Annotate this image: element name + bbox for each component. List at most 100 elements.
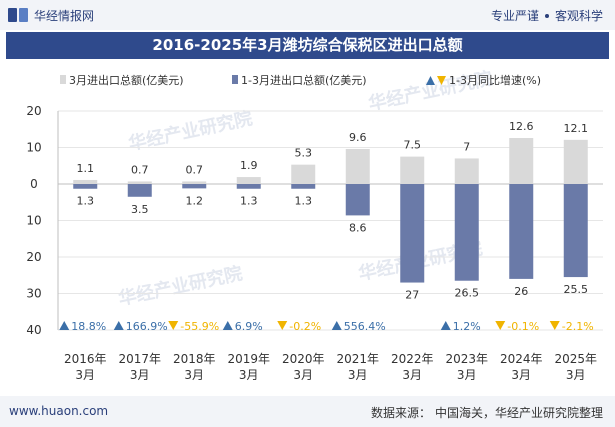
x-tick-label: 3月 — [566, 368, 586, 382]
data-label-cumulative: 3.5 — [131, 203, 149, 216]
data-label-growth: 1.2% — [453, 320, 481, 333]
source-text: 中国海关，华经产业研究院整理 — [434, 406, 603, 420]
y-tick-label: 10 — [26, 214, 41, 228]
growth-up-triangle-icon — [222, 321, 233, 330]
legend-swatch-monthly — [60, 75, 66, 84]
bar-cumulative — [291, 184, 316, 189]
source-note: 数据来源： 中国海关，华经产业研究院整理 — [371, 404, 603, 421]
data-label-monthly: 1.9 — [240, 159, 258, 172]
x-tick-label: 2019年 — [227, 352, 270, 366]
data-label-cumulative: 1.2 — [186, 194, 204, 207]
data-label-monthly: 7.5 — [404, 139, 422, 152]
logo-icon — [8, 8, 28, 22]
x-tick-label: 2017年 — [118, 352, 161, 366]
bar-cumulative — [563, 184, 588, 278]
data-label-monthly: 12.1 — [564, 122, 589, 135]
x-tick-label: 3月 — [75, 368, 95, 382]
legend-label-monthly: 3月进出口总额(亿美元) — [69, 73, 184, 87]
legend-down-triangle-icon — [437, 76, 446, 85]
slogan-right: 客观科学 — [554, 9, 603, 23]
growth-up-triangle-icon — [113, 321, 124, 330]
bar-monthly — [563, 139, 588, 184]
data-label-cumulative: 1.3 — [240, 195, 258, 208]
bar-monthly — [182, 181, 207, 184]
growth-down-triangle-icon — [495, 321, 506, 330]
data-label-growth: -2.1% — [562, 320, 594, 333]
title-bar: 2016-2025年3月潍坊综合保税区进出口总额 — [6, 32, 609, 59]
bar-cumulative — [73, 184, 98, 189]
x-tick-label: 3月 — [184, 368, 204, 382]
separator-dot — [544, 13, 549, 18]
y-tick-label: 10 — [26, 141, 41, 155]
bar-monthly — [236, 177, 261, 184]
growth-up-triangle-icon — [331, 321, 342, 330]
legend-swatch-cumulative — [232, 75, 238, 84]
data-label-cumulative: 27 — [405, 289, 419, 302]
footer-bar: www.huaon.com 数据来源： 中国海关，华经产业研究院整理 — [0, 396, 615, 427]
data-label-growth: 6.9% — [235, 320, 263, 333]
bar-monthly — [127, 181, 152, 184]
slogan: 专业严谨 客观科学 — [491, 7, 603, 24]
bar-monthly — [454, 158, 479, 184]
y-tick-label: 40 — [26, 323, 41, 337]
data-label-growth: -0.1% — [507, 320, 539, 333]
x-tick-label: 2024年 — [500, 352, 543, 366]
data-label-cumulative: 26 — [514, 285, 528, 298]
x-tick-label: 3月 — [130, 368, 150, 382]
legend-label-cumulative: 1-3月进出口总额(亿美元) — [241, 73, 367, 87]
growth-down-triangle-icon — [168, 321, 179, 330]
bar-monthly — [291, 164, 316, 184]
data-label-cumulative: 25.5 — [564, 283, 589, 296]
site-url: www.huaon.com — [9, 404, 109, 418]
data-label-monthly: 9.6 — [349, 131, 367, 144]
data-label-monthly: 5.3 — [295, 147, 313, 160]
x-tick-label: 3月 — [511, 368, 531, 382]
x-tick-label: 2020年 — [282, 352, 325, 366]
x-tick-label: 2022年 — [391, 352, 434, 366]
data-label-cumulative: 8.6 — [349, 221, 367, 234]
data-label-cumulative: 26.5 — [455, 287, 480, 300]
x-tick-label: 3月 — [402, 368, 422, 382]
bar-cumulative — [454, 184, 479, 281]
x-tick-label: 3月 — [457, 368, 477, 382]
data-label-cumulative: 1.3 — [295, 195, 313, 208]
x-tick-label: 2021年 — [336, 352, 379, 366]
x-tick-label: 3月 — [348, 368, 368, 382]
chart-title: 2016-2025年3月潍坊综合保税区进出口总额 — [152, 36, 463, 54]
y-tick-label: 20 — [26, 250, 41, 264]
growth-down-triangle-icon — [549, 321, 560, 330]
x-tick-label: 3月 — [239, 368, 259, 382]
bar-monthly — [345, 148, 370, 184]
bar-cumulative — [236, 184, 261, 189]
data-label-growth: 556.4% — [344, 320, 386, 333]
bar-cumulative — [345, 184, 370, 216]
y-tick-label: 30 — [26, 287, 41, 301]
data-label-monthly: 1.1 — [77, 162, 95, 175]
legend-label-growth: 1-3月同比增速(%) — [449, 73, 541, 87]
data-label-growth: 166.9% — [126, 320, 168, 333]
bar-cumulative — [182, 184, 207, 189]
bar-cumulative — [509, 184, 534, 279]
y-tick-label: 20 — [26, 104, 41, 118]
data-label-growth: -55.9% — [180, 320, 219, 333]
bar-cumulative — [400, 184, 425, 283]
data-label-monthly: 7 — [463, 140, 470, 153]
source-label: 数据来源： — [370, 406, 431, 420]
data-label-growth: 18.8% — [71, 320, 106, 333]
data-label-growth: -0.2% — [289, 320, 321, 333]
bar-monthly — [509, 138, 534, 184]
growth-down-triangle-icon — [277, 321, 288, 330]
x-tick-label: 2023年 — [445, 352, 488, 366]
x-tick-label: 2016年 — [64, 352, 107, 366]
data-label-cumulative: 1.3 — [77, 195, 95, 208]
legend-up-triangle-icon — [426, 76, 435, 85]
x-tick-label: 2025年 — [554, 352, 597, 366]
header-bar: 华经情报网 专业严谨 客观科学 — [0, 0, 615, 30]
growth-up-triangle-icon — [440, 321, 451, 330]
data-label-monthly: 0.7 — [186, 163, 204, 176]
bar-monthly — [400, 156, 425, 184]
growth-up-triangle-icon — [59, 321, 70, 330]
data-label-monthly: 0.7 — [131, 163, 149, 176]
slogan-left: 专业严谨 — [490, 9, 539, 23]
